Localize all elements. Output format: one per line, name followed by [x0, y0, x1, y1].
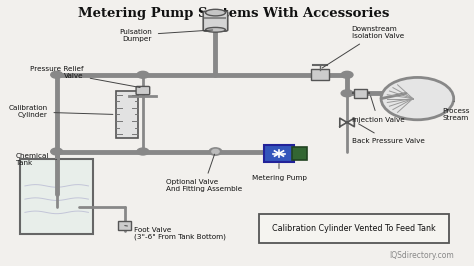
- FancyBboxPatch shape: [259, 214, 449, 243]
- Text: Metering Pump: Metering Pump: [252, 164, 307, 181]
- Circle shape: [51, 148, 63, 155]
- Text: Pressure Relief
Valve: Pressure Relief Valve: [30, 66, 140, 88]
- FancyBboxPatch shape: [355, 89, 367, 98]
- Ellipse shape: [206, 9, 226, 16]
- FancyBboxPatch shape: [118, 221, 131, 230]
- Text: Downstream
Isolation Valve: Downstream Isolation Valve: [322, 26, 404, 68]
- Text: Optional Valve
And Fitting Assemble: Optional Valve And Fitting Assemble: [165, 154, 242, 192]
- Circle shape: [341, 71, 353, 78]
- Text: Calibration
Cylinder: Calibration Cylinder: [9, 105, 113, 118]
- FancyBboxPatch shape: [311, 69, 329, 80]
- FancyBboxPatch shape: [136, 86, 150, 95]
- FancyBboxPatch shape: [116, 91, 138, 138]
- Text: Metering Pump Systems With Accessories: Metering Pump Systems With Accessories: [78, 7, 389, 20]
- Circle shape: [341, 90, 353, 97]
- Ellipse shape: [206, 27, 226, 32]
- FancyBboxPatch shape: [264, 146, 294, 161]
- Text: Back Pressure Valve: Back Pressure Valve: [352, 124, 425, 144]
- Text: IQSdirectory.com: IQSdirectory.com: [389, 251, 454, 260]
- Text: Calibration Cylinder Vented To Feed Tank: Calibration Cylinder Vented To Feed Tank: [272, 224, 436, 233]
- Circle shape: [51, 71, 63, 78]
- FancyBboxPatch shape: [292, 147, 307, 160]
- FancyBboxPatch shape: [20, 159, 93, 234]
- Circle shape: [137, 71, 149, 78]
- Text: Chemical
Tank: Chemical Tank: [16, 153, 57, 166]
- Text: Injection Valve: Injection Valve: [352, 96, 404, 123]
- Circle shape: [137, 148, 149, 155]
- Circle shape: [381, 77, 454, 120]
- FancyBboxPatch shape: [203, 11, 228, 31]
- Circle shape: [209, 148, 222, 155]
- Text: Pulsation
Dumper: Pulsation Dumper: [119, 28, 213, 41]
- Text: Foot Valve
(3"-6" From Tank Bottom): Foot Valve (3"-6" From Tank Bottom): [125, 226, 226, 240]
- Circle shape: [212, 149, 219, 154]
- Text: Process
Stream: Process Stream: [442, 101, 470, 121]
